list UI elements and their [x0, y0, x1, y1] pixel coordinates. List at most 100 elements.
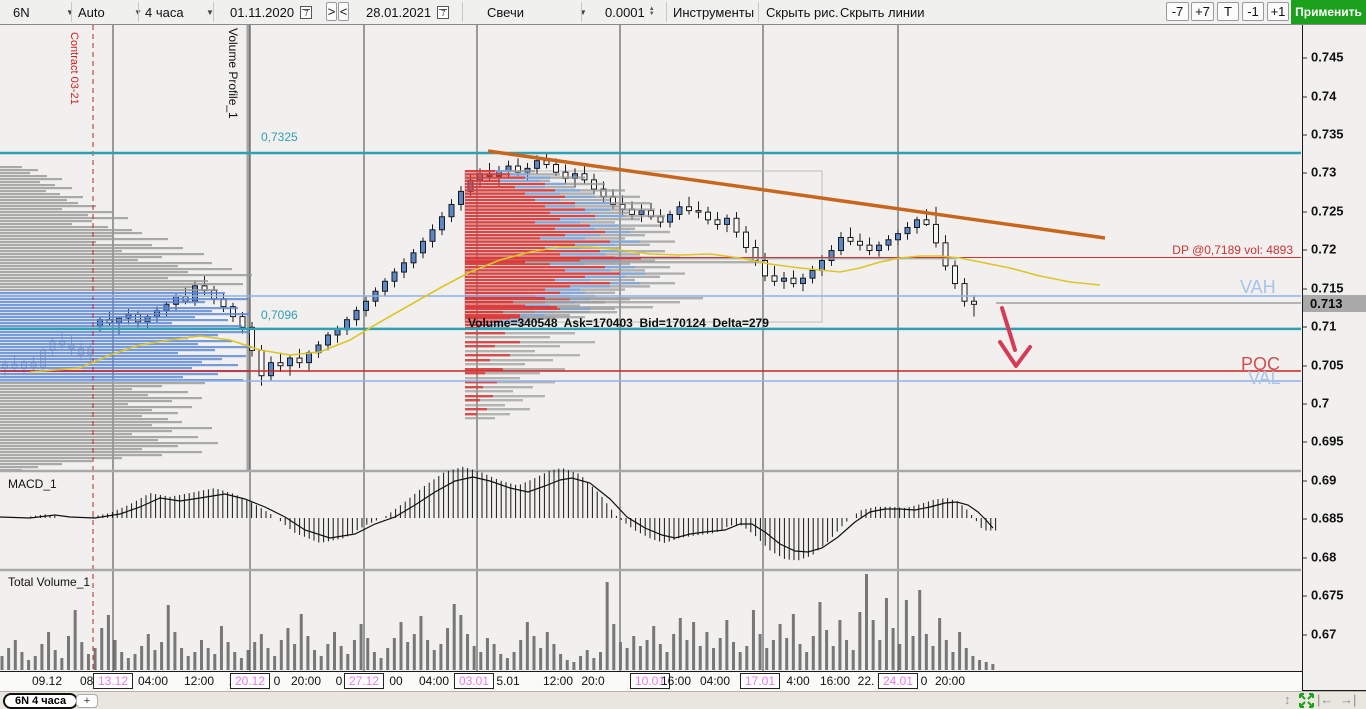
chart-type-dropdown[interactable]: Свечи ▼ — [487, 0, 587, 24]
price-tick: 0.67 — [1302, 626, 1337, 642]
volume-bar — [446, 628, 450, 670]
volume-profile-bar — [0, 439, 158, 442]
volume-bar — [173, 632, 177, 670]
vertical-resize-icon[interactable]: ↕ — [1284, 692, 1291, 707]
volume-bar — [811, 636, 815, 670]
footprint-red-bar — [465, 304, 525, 307]
volume-profile-bar — [0, 343, 198, 346]
symbol-dropdown[interactable]: 6N ▼ — [13, 0, 74, 24]
price-tick: 0.74 — [1302, 88, 1337, 104]
calendar-icon[interactable] — [300, 5, 313, 19]
footprint-long-red-bar — [465, 297, 545, 300]
price-tick: 0.68 — [1302, 549, 1337, 565]
footprint-red-bar — [465, 272, 620, 275]
footprint-tail-red-bar — [465, 345, 495, 348]
developing-poc-label: DP @0,7189 vol: 4893 — [1172, 243, 1293, 257]
candle-body — [790, 277, 797, 285]
candle-body — [277, 362, 284, 367]
footprint-blue-bar — [575, 243, 615, 246]
price-tick: 0.7 — [1302, 395, 1330, 411]
footprint-red-bar — [465, 243, 575, 246]
bottom-tab-bar: 6N 4 часа + ↕ |← →| — [0, 691, 1366, 709]
add-tab-button[interactable]: + — [76, 694, 98, 708]
volume-bar — [632, 636, 636, 670]
footprint-tail-bar — [465, 386, 533, 389]
volume-profile-bar — [0, 271, 188, 274]
timeframe-dropdown[interactable]: 4 часа ▼ — [145, 0, 214, 24]
volume-bar — [938, 618, 942, 670]
candle-body — [534, 160, 540, 169]
footprint-blue-bar — [535, 198, 560, 202]
time-axis[interactable]: 09.1208:0013.1204:0012:0018.20.12020:000… — [0, 671, 1302, 691]
footprint-tail-bar — [465, 354, 580, 357]
plus1-button[interactable]: +1 — [1267, 2, 1289, 21]
fullscreen-expand-icon[interactable] — [1299, 693, 1314, 708]
current-price-badge: 0.713 — [1303, 295, 1366, 312]
calendar-icon[interactable] — [437, 5, 450, 19]
volume-bar — [166, 605, 170, 670]
mode-dropdown[interactable]: Auto ▼ — [78, 0, 142, 24]
date-from-field[interactable]: 01.11.2020 — [230, 0, 313, 24]
footprint-long-bar — [465, 301, 680, 304]
volume-profile-bar — [0, 442, 218, 445]
date-to-field[interactable]: 28.01.2021 — [366, 0, 450, 24]
t-button[interactable]: T — [1217, 2, 1239, 21]
footprint-blue-bar — [610, 240, 640, 243]
instruments-button[interactable]: Инструменты — [673, 4, 755, 20]
spinner-arrows-icon[interactable]: ▲ ▼ — [648, 6, 655, 17]
footprint-red-bar — [465, 253, 560, 256]
price-tick: 0.715 — [1303, 280, 1344, 296]
footprint-red-bar — [465, 246, 545, 250]
volume-profile-bar — [0, 379, 243, 382]
minus7-button[interactable]: -7 — [1166, 2, 1189, 21]
candle-body — [781, 277, 787, 282]
volume-profile-bar — [0, 331, 250, 334]
tab-6n-4h[interactable]: 6N 4 часа — [3, 693, 79, 709]
scroll-end-icon[interactable]: →| — [1340, 692, 1357, 707]
price-tick: 0.675 — [1303, 587, 1344, 603]
apply-button[interactable]: Применить — [1291, 0, 1366, 24]
volume-profile-label: Volume Profile_1 — [226, 28, 240, 119]
volume-bar — [239, 658, 243, 670]
candle-body — [619, 203, 626, 210]
volume-bar — [27, 660, 31, 670]
volume-bar — [485, 638, 489, 670]
chevron-down-icon: ▼ — [206, 7, 214, 17]
tick-size-spinner[interactable]: 0.0001 ▲ ▼ — [605, 0, 655, 24]
volume-bar — [133, 654, 137, 670]
hide-lines-button[interactable]: Скрыть линии — [840, 4, 925, 20]
volume-bar — [100, 628, 104, 670]
footprint-red-bar — [465, 179, 500, 182]
time-label: 12:00 — [183, 674, 215, 688]
footprint-red-bar — [465, 259, 580, 262]
volume-bar — [618, 642, 622, 670]
time-label: 20:0 — [581, 674, 605, 688]
date-prev-button[interactable]: < — [338, 2, 349, 21]
volume-bar — [333, 632, 336, 670]
volume-bar — [80, 642, 84, 670]
footprint-tail-red-bar — [465, 341, 520, 344]
minus1-button[interactable]: -1 — [1242, 2, 1264, 21]
scroll-start-icon[interactable]: |← — [1317, 692, 1334, 707]
volume-profile-bar — [0, 385, 162, 388]
footprint-blue-bar — [540, 237, 585, 240]
volume-bar — [924, 634, 928, 670]
candle-body — [334, 329, 341, 336]
candle-body — [382, 280, 388, 292]
price-axis[interactable]: 0.713 0.750.7450.740.7350.730.7250.720.7… — [1302, 12, 1366, 691]
date-next-button[interactable]: > — [326, 2, 337, 21]
volume-bar — [146, 634, 150, 670]
volume-bar — [712, 648, 716, 670]
hide-drawings-button[interactable]: Скрыть рис. — [766, 4, 839, 20]
footprint-blue-bar — [585, 275, 625, 278]
volume-profile-bar — [0, 394, 148, 397]
footprint-tail-bar — [465, 368, 565, 371]
candle-body — [866, 244, 873, 252]
candle-body — [363, 300, 369, 311]
plus7-button[interactable]: +7 — [1191, 2, 1214, 21]
footprint-red-bar — [465, 227, 555, 230]
candle-body — [876, 244, 882, 252]
footprint-tail-bar — [465, 404, 505, 407]
volume-info-readout: Volume=340548 Ask=170403 Bid=170124 Delt… — [468, 316, 769, 330]
